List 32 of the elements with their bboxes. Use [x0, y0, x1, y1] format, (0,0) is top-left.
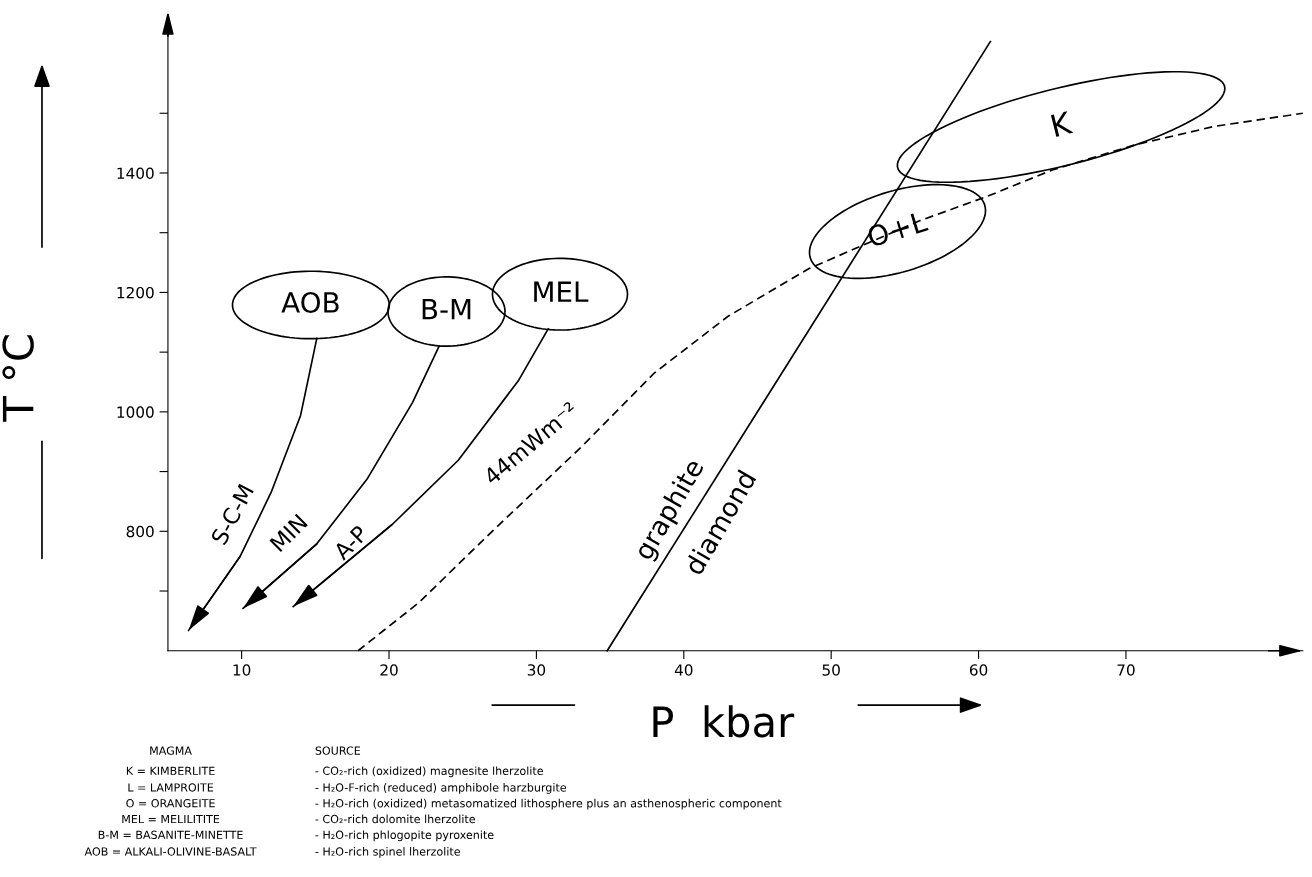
- text: - H₂O-rich phlogopite pyroxenite: [315, 830, 494, 842]
- text: B-M = BASANITE-MINETTE: [98, 830, 243, 840]
- text: - H₂O-rich (oxidized) metasomatized lithosphere plus an asthenospheric component: [315, 798, 782, 810]
- x-tick-label: 50: [822, 664, 840, 676]
- text: O = ORANGEITE: [126, 799, 215, 808]
- text: L = LAMPROITE: [128, 783, 214, 792]
- annotation: A-P: [332, 524, 369, 561]
- x-tick-label: 20: [380, 664, 398, 676]
- x-tick-label: 10: [233, 664, 251, 676]
- y-axis-title: T °C: [2, 335, 34, 422]
- x-tick-label: 60: [969, 664, 988, 676]
- y-tick-label: 1000: [117, 406, 154, 418]
- annotation: B-M: [422, 298, 471, 320]
- y-tick-label: 1400: [117, 167, 154, 179]
- y-tick-label: 800: [126, 525, 154, 538]
- text: K = KIMBERLITE: [126, 766, 215, 775]
- y-tick-label: 1200: [117, 286, 154, 299]
- annotation: MEL: [534, 281, 589, 302]
- x-tick-label: 70: [1117, 664, 1135, 676]
- text: - CO₂-rich dolomite lherzolite: [315, 814, 476, 824]
- text: SOURCE: [315, 746, 361, 755]
- text: MAGMA: [150, 746, 192, 755]
- annotation: AOB: [281, 292, 339, 314]
- text: - H₂O-rich spinel lherzolite: [315, 847, 460, 858]
- text: - CO₂-rich (oxidized) magnesite lherzolite: [315, 766, 544, 778]
- x-tick-label: 30: [527, 664, 546, 676]
- x-tick-label: 40: [674, 664, 693, 676]
- text: AOB = ALKALI-OLIVINE-BASALT: [84, 847, 257, 856]
- text: - H₂O-F-rich (reduced) amphibole harzburgite: [315, 783, 567, 794]
- text: MEL = MELILITITE: [122, 814, 220, 824]
- x-axis-title: P kbar: [653, 705, 795, 738]
- annotation: K: [1050, 110, 1074, 137]
